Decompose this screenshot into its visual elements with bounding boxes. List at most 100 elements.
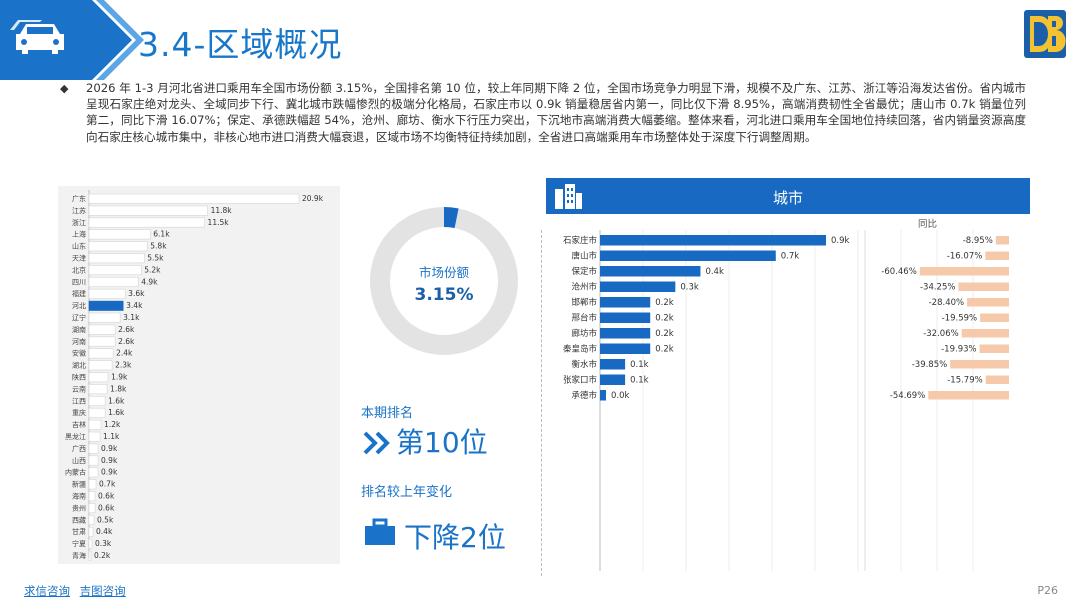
province-value-label: 0.9k [101, 456, 118, 465]
province-bar [88, 455, 99, 466]
city-category-label: 承德市 [571, 390, 597, 401]
yoy-value-label: -28.40% [929, 298, 964, 308]
province-bar [88, 241, 148, 252]
yoy-bar [967, 298, 1009, 307]
province-category-label: 云南 [72, 384, 86, 393]
province-category-label: 上海 [72, 230, 86, 239]
yoy-value-label: -16.07% [947, 252, 982, 262]
footer-link-jitu[interactable]: 吉图咨询 [79, 584, 126, 598]
province-value-label: 3.4k [126, 301, 143, 310]
province-bar [88, 526, 94, 537]
province-value-label: 0.6k [98, 492, 115, 501]
rank-label: 本期排名 [361, 406, 414, 421]
yoy-bar [950, 360, 1009, 369]
province-bar [88, 312, 121, 323]
city-category-label: 衡水市 [571, 359, 597, 370]
yoy-bar [995, 236, 1009, 245]
province-value-label: 1.8k [110, 384, 127, 393]
province-category-label: 西藏 [72, 515, 86, 524]
city-value-label: 0.2k [655, 345, 674, 355]
province-category-label: 河南 [72, 337, 86, 346]
city-category-label: 邯郸市 [571, 297, 597, 308]
city-sales-bar-chart: 石家庄市 0.9k 唐山市 0.7k 保定市 0.4k 沧州市 0.3k 邯郸市 0.2k 邢台市 0… [563, 230, 859, 571]
province-bar [88, 419, 102, 430]
province-bar [88, 229, 151, 240]
province-category-label: 陕西 [72, 373, 86, 382]
province-bar [88, 431, 101, 442]
city-value-label: 0.9k [831, 236, 850, 246]
yoy-value-label: -8.95% [963, 236, 993, 246]
province-category-label: 贵州 [72, 503, 86, 512]
footer-link-qiuxin[interactable]: 求信咨询 [24, 584, 70, 598]
brand-logo [1024, 10, 1066, 58]
province-value-label: 0.7k [99, 480, 116, 489]
bullet-icon: ◆ [60, 82, 69, 95]
province-bar [88, 217, 205, 228]
province-category-label: 广西 [72, 444, 86, 453]
province-value-label: 1.6k [108, 396, 125, 405]
province-category-label: 黑龙江 [65, 432, 86, 441]
province-value-label: 0.2k [94, 551, 111, 560]
province-category-label: 河北 [72, 302, 86, 310]
province-value-label: 0.4k [96, 527, 113, 536]
city-category-label: 秦皇岛市 [563, 344, 598, 355]
province-bar [88, 205, 208, 216]
province-value-label: 0.5k [97, 515, 114, 524]
city-value-label: 0.3k [680, 283, 699, 293]
province-category-label: 浙江 [72, 218, 86, 227]
yoy-value-label: -19.93% [941, 345, 976, 355]
province-category-label: 宁夏 [72, 539, 86, 548]
yoy-bar [928, 391, 1009, 400]
city-category-label: 廊坊市 [571, 328, 597, 339]
donut-track [370, 207, 518, 355]
province-value-label: 20.9k [302, 194, 324, 203]
province-bar [88, 277, 139, 288]
city-category-label: 保定市 [571, 266, 597, 277]
yoy-bar [958, 282, 1009, 291]
province-value-label: 5.2k [144, 265, 161, 274]
city-bar [600, 343, 651, 354]
province-bar [88, 538, 93, 549]
city-value-label: 0.2k [655, 314, 674, 324]
province-category-label: 北京 [72, 265, 86, 274]
city-header-title: 城市 [772, 189, 803, 207]
province-value-label: 3.6k [128, 289, 145, 298]
rank-change-value: 下降2位 [404, 521, 506, 554]
province-bar [88, 324, 116, 335]
province-value-label: 6.1k [153, 230, 170, 239]
yoy-value-label: -60.46% [881, 267, 916, 277]
city-value-label: 0.1k [630, 376, 649, 386]
city-bar [600, 390, 606, 401]
province-bar [88, 193, 300, 204]
city-value-label: 0.0k [611, 391, 630, 401]
province-category-label: 山西 [72, 456, 86, 465]
province-category-label: 海南 [72, 492, 86, 501]
yoy-bar [961, 329, 1009, 338]
province-value-label: 5.8k [150, 242, 167, 251]
province-value-label: 0.6k [98, 503, 115, 512]
city-value-label: 0.2k [655, 298, 674, 308]
province-value-label: 11.8k [211, 206, 233, 215]
yoy-value-label: -19.59% [942, 314, 977, 324]
province-category-label: 新疆 [72, 480, 86, 489]
province-category-label: 江苏 [72, 206, 86, 215]
city-yoy-bar-chart: -8.95% -16.07% -60.46% -34.25% -28.40% -19.59… [864, 230, 1009, 571]
province-value-label: 2.3k [115, 361, 132, 370]
page-title: 3.4-区域概况 [138, 25, 343, 64]
province-bar [88, 550, 92, 561]
province-category-label: 湖北 [72, 361, 86, 370]
building-icon [555, 184, 582, 209]
city-header-bar [546, 178, 1030, 214]
market-share-label: 市场份额 [418, 265, 469, 280]
province-value-label: 2.6k [118, 337, 135, 346]
city-category-label: 石家庄市 [563, 235, 598, 246]
city-value-label: 0.1k [630, 360, 649, 370]
province-bar [88, 479, 97, 490]
divider [541, 230, 542, 576]
province-bar-chart: 广东 20.9k 江苏 11.8k 浙江 11.5k 上海 6.1k 山东 5.8k 天津 5.5k 北… [65, 190, 324, 561]
city-bar [600, 374, 626, 385]
yoy-value-label: -34.25% [920, 283, 955, 293]
double-chevron-icon [363, 431, 390, 455]
header-band [0, 0, 144, 80]
rank-value: 第10位 [396, 426, 488, 459]
